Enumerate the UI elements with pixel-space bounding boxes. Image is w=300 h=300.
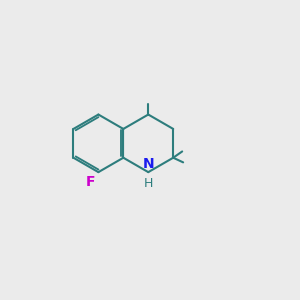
Text: H: H xyxy=(144,177,153,190)
Text: F: F xyxy=(85,175,95,189)
Text: N: N xyxy=(142,157,154,171)
